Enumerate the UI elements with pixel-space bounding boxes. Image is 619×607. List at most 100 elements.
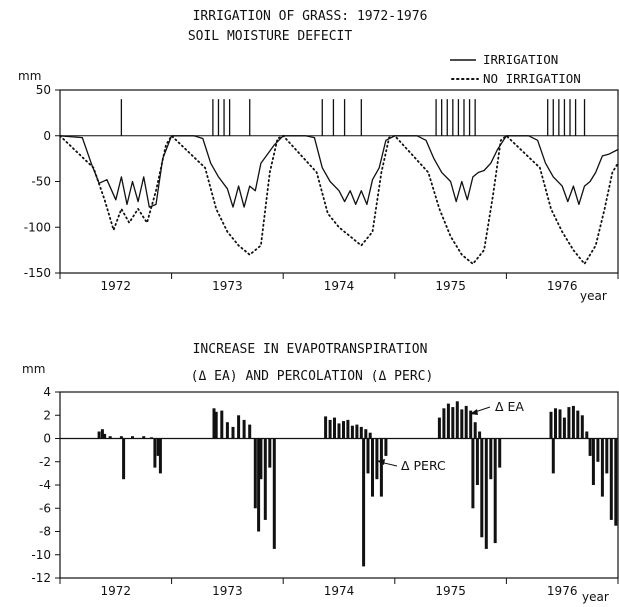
chart1-x-axis: 1972 1973 1974 1975 1976 (59, 273, 619, 293)
chart1-irrigation-events (120, 99, 586, 136)
bar-delta-ea (324, 416, 328, 439)
bar-delta-perc (379, 438, 383, 497)
bar-delta-perc (362, 438, 366, 567)
bar-delta-ea (248, 424, 252, 439)
bar-delta-perc (480, 438, 484, 538)
bar-delta-ea (237, 415, 241, 439)
bar-delta-perc (272, 438, 276, 549)
y-tick-label: 0 (43, 129, 51, 143)
chart-ea-perc: INCREASE IN EVAPOTRANSPIRATION (Δ EA) AN… (22, 342, 619, 604)
x-tick-label: 1976 (547, 279, 578, 293)
chart2-xlabel: year (582, 590, 609, 604)
bar-delta-perc (551, 438, 555, 474)
x-tick-label: 1976 (547, 584, 578, 598)
x-tick-label: 1975 (435, 279, 466, 293)
y-tick-label: -50 (31, 175, 51, 189)
bar-delta-perc (588, 438, 592, 456)
bar-delta-perc (493, 438, 497, 544)
y-tick-label: -150 (24, 266, 51, 280)
chart2-bars (97, 401, 618, 567)
bar-delta-ea (359, 426, 363, 439)
bar-delta-ea (103, 433, 107, 439)
bar-delta-perc (498, 438, 502, 468)
bar-delta-ea (225, 422, 229, 439)
bar-delta-ea (580, 415, 584, 439)
bar-delta-ea (558, 409, 562, 439)
bar-delta-ea (342, 421, 345, 439)
bar-delta-ea (355, 424, 359, 439)
bar-delta-ea (142, 436, 146, 439)
bar-delta-ea (576, 410, 580, 439)
chart1-subtitle: SOIL MOISTURE DEFECIT (188, 29, 353, 44)
y-tick-label: 0 (43, 432, 51, 446)
x-tick-label: 1973 (212, 584, 243, 598)
annotation-delta-perc: Δ PERC (377, 458, 446, 473)
bar-delta-ea (337, 423, 341, 439)
chart2-x-axis: 1972 1973 1974 1975 1976 (59, 578, 619, 598)
bar-delta-perc (471, 438, 475, 509)
bar-delta-ea (368, 432, 372, 439)
series-irrigation-line (59, 135, 619, 208)
bar-delta-ea (451, 407, 455, 439)
annotation-perc-arrowhead (377, 459, 385, 465)
bar-delta-ea (100, 429, 104, 439)
bar-delta-ea (131, 436, 134, 439)
bar-delta-ea (469, 410, 473, 439)
series-no-irrigation-line (59, 134, 619, 266)
chart-soil-moisture: IRRIGATION OF GRASS: 1972-1976 SOIL MOIS… (18, 9, 619, 303)
bar-delta-ea (231, 426, 235, 439)
y-tick-label: -2 (39, 455, 51, 469)
bar-delta-ea (571, 405, 575, 439)
bar-delta-ea (478, 431, 482, 439)
bar-delta-perc (614, 438, 618, 526)
chart2-ylabel: mm (22, 362, 45, 376)
bar-delta-perc (475, 438, 479, 485)
bar-delta-perc (609, 438, 613, 520)
bar-delta-perc (268, 438, 272, 468)
bar-delta-ea (442, 408, 446, 439)
bar-delta-perc (259, 438, 263, 480)
bar-delta-perc (366, 438, 370, 474)
chart1-series (59, 134, 619, 266)
x-tick-label: 1975 (435, 584, 466, 598)
bar-delta-ea (455, 401, 459, 439)
bar-delta-ea (333, 417, 336, 439)
bar-delta-ea (585, 431, 589, 439)
bar-delta-ea (108, 436, 112, 439)
bar-delta-ea (220, 410, 224, 439)
x-tick-label: 1972 (101, 584, 132, 598)
chart1-title: IRRIGATION OF GRASS: 1972-1976 (193, 9, 428, 24)
bar-delta-perc (371, 438, 374, 497)
x-tick-label: 1973 (212, 279, 243, 293)
bar-delta-ea (460, 409, 464, 439)
y-tick-label: -10 (31, 548, 51, 562)
y-tick-label: -100 (24, 220, 51, 234)
chart1-xlabel: year (580, 289, 607, 303)
legend-irrigation: IRRIGATION (483, 52, 558, 67)
y-tick-label: -6 (39, 501, 51, 515)
bar-delta-perc (484, 438, 488, 549)
bar-delta-ea (119, 436, 123, 439)
bar-delta-ea (554, 408, 557, 439)
bar-delta-perc (257, 438, 261, 532)
y-tick-label: 2 (43, 408, 51, 422)
bar-delta-ea (97, 431, 101, 439)
bar-delta-perc (600, 438, 604, 497)
bar-delta-ea (549, 411, 553, 439)
bar-delta-perc (153, 438, 157, 468)
bar-delta-perc (122, 438, 126, 480)
bar-delta-ea (328, 419, 332, 439)
chart1-ylabel: mm (18, 69, 41, 83)
bar-delta-perc (253, 438, 257, 509)
y-tick-label: -8 (39, 525, 51, 539)
x-tick-label: 1972 (101, 279, 132, 293)
bar-delta-ea (150, 437, 153, 439)
legend-no-irrigation: NO IRRIGATION (483, 71, 581, 86)
bar-delta-ea (562, 417, 566, 439)
annotation-delta-ea: Δ EA (470, 399, 524, 415)
bar-delta-ea (350, 425, 354, 439)
bar-delta-ea (446, 403, 450, 439)
bar-delta-perc (596, 438, 600, 462)
chart1-plot-frame (59, 89, 619, 274)
